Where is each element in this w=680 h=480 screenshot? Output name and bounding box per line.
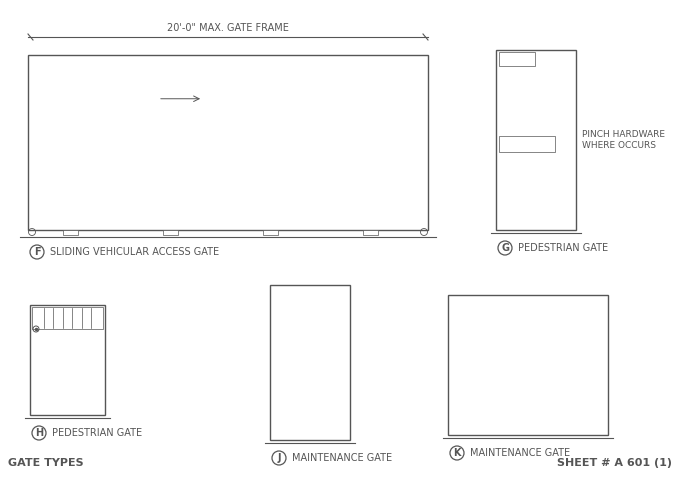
- Bar: [32, 329, 103, 411]
- Bar: [229, 56, 327, 142]
- Bar: [329, 144, 427, 229]
- Text: PEDESTRIAN GATE: PEDESTRIAN GATE: [52, 428, 142, 438]
- Bar: [272, 352, 348, 438]
- Bar: [329, 56, 427, 142]
- Bar: [163, 230, 178, 235]
- Bar: [29, 56, 127, 142]
- Bar: [30, 305, 105, 415]
- Bar: [129, 56, 227, 142]
- Bar: [448, 295, 608, 435]
- Text: H: H: [35, 428, 43, 438]
- Text: MAINTENANCE GATE: MAINTENANCE GATE: [470, 448, 570, 458]
- Bar: [29, 144, 127, 229]
- Bar: [129, 144, 227, 229]
- Text: PEDESTRIAN GATE: PEDESTRIAN GATE: [518, 243, 608, 253]
- Text: SLIDING VEHICULAR ACCESS GATE: SLIDING VEHICULAR ACCESS GATE: [50, 247, 219, 257]
- Bar: [272, 287, 348, 348]
- Bar: [270, 285, 350, 440]
- Text: F: F: [34, 247, 40, 257]
- Bar: [499, 136, 555, 152]
- Bar: [28, 55, 428, 230]
- Bar: [32, 307, 103, 329]
- Text: GATE TYPES: GATE TYPES: [8, 458, 84, 468]
- Bar: [450, 356, 527, 433]
- Text: MAINTENANCE GATE: MAINTENANCE GATE: [292, 453, 392, 463]
- Text: SHEET # A 601 (1): SHEET # A 601 (1): [557, 458, 672, 468]
- Text: 20'-0" MAX. GATE FRAME: 20'-0" MAX. GATE FRAME: [167, 23, 289, 33]
- Bar: [499, 52, 535, 66]
- Bar: [229, 144, 327, 229]
- Bar: [363, 230, 378, 235]
- Bar: [496, 50, 576, 230]
- Text: G: G: [501, 243, 509, 253]
- Bar: [450, 297, 527, 353]
- Bar: [263, 230, 278, 235]
- Bar: [498, 68, 574, 142]
- Bar: [529, 356, 606, 433]
- Bar: [498, 145, 574, 228]
- Bar: [529, 297, 606, 353]
- Text: PINCH HARDWARE
WHERE OCCURS: PINCH HARDWARE WHERE OCCURS: [582, 130, 665, 150]
- Text: J: J: [277, 453, 281, 463]
- Text: K: K: [454, 448, 461, 458]
- Bar: [63, 230, 78, 235]
